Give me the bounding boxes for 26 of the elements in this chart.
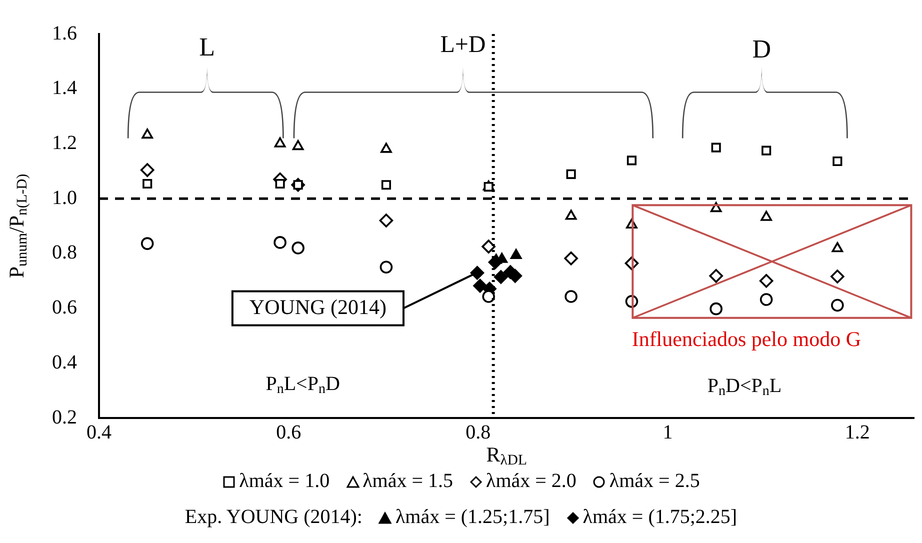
y-tick-label: 1.6: [52, 22, 77, 44]
annotation: L+D: [440, 32, 486, 58]
annotation: Influenciados pelo modo G: [632, 327, 862, 352]
legend-label: λmáx = 2.5: [609, 470, 700, 492]
x-tick-label: 0.8: [466, 421, 491, 444]
annotation: D: [752, 34, 771, 64]
y-tick-label: 1.0: [52, 186, 77, 209]
legend-label: λmáx = (1.75;2.25]: [582, 506, 738, 528]
x-tick-label: 1: [662, 421, 673, 444]
x-tick-label: 0.4: [86, 421, 112, 444]
legend-label: λmáx = 1.5: [362, 470, 453, 492]
annotation: L: [199, 32, 216, 62]
y-tick-label: 1.4: [52, 77, 77, 100]
legend-label: λmáx = 1.0: [239, 470, 330, 492]
y-tick-label: 0.2: [52, 406, 77, 428]
y-axis-title: Punum/Pn(L-D): [4, 174, 30, 278]
legend-title: Exp. YOUNG (2014):: [184, 506, 362, 529]
y-tick-label: 1.2: [52, 132, 77, 154]
annotation: YOUNG (2014): [249, 294, 387, 319]
x-tick-label: 1.2: [844, 421, 870, 444]
legend-label: λmáx = (1.25;1.75]: [395, 506, 550, 528]
legend-label: λmáx = 2.0: [486, 470, 576, 492]
x-tick-label: 0.6: [276, 421, 302, 444]
y-tick-label: 0.8: [52, 242, 77, 264]
y-tick-label: 0.4: [52, 351, 77, 374]
y-tick-label: 0.6: [52, 296, 77, 319]
